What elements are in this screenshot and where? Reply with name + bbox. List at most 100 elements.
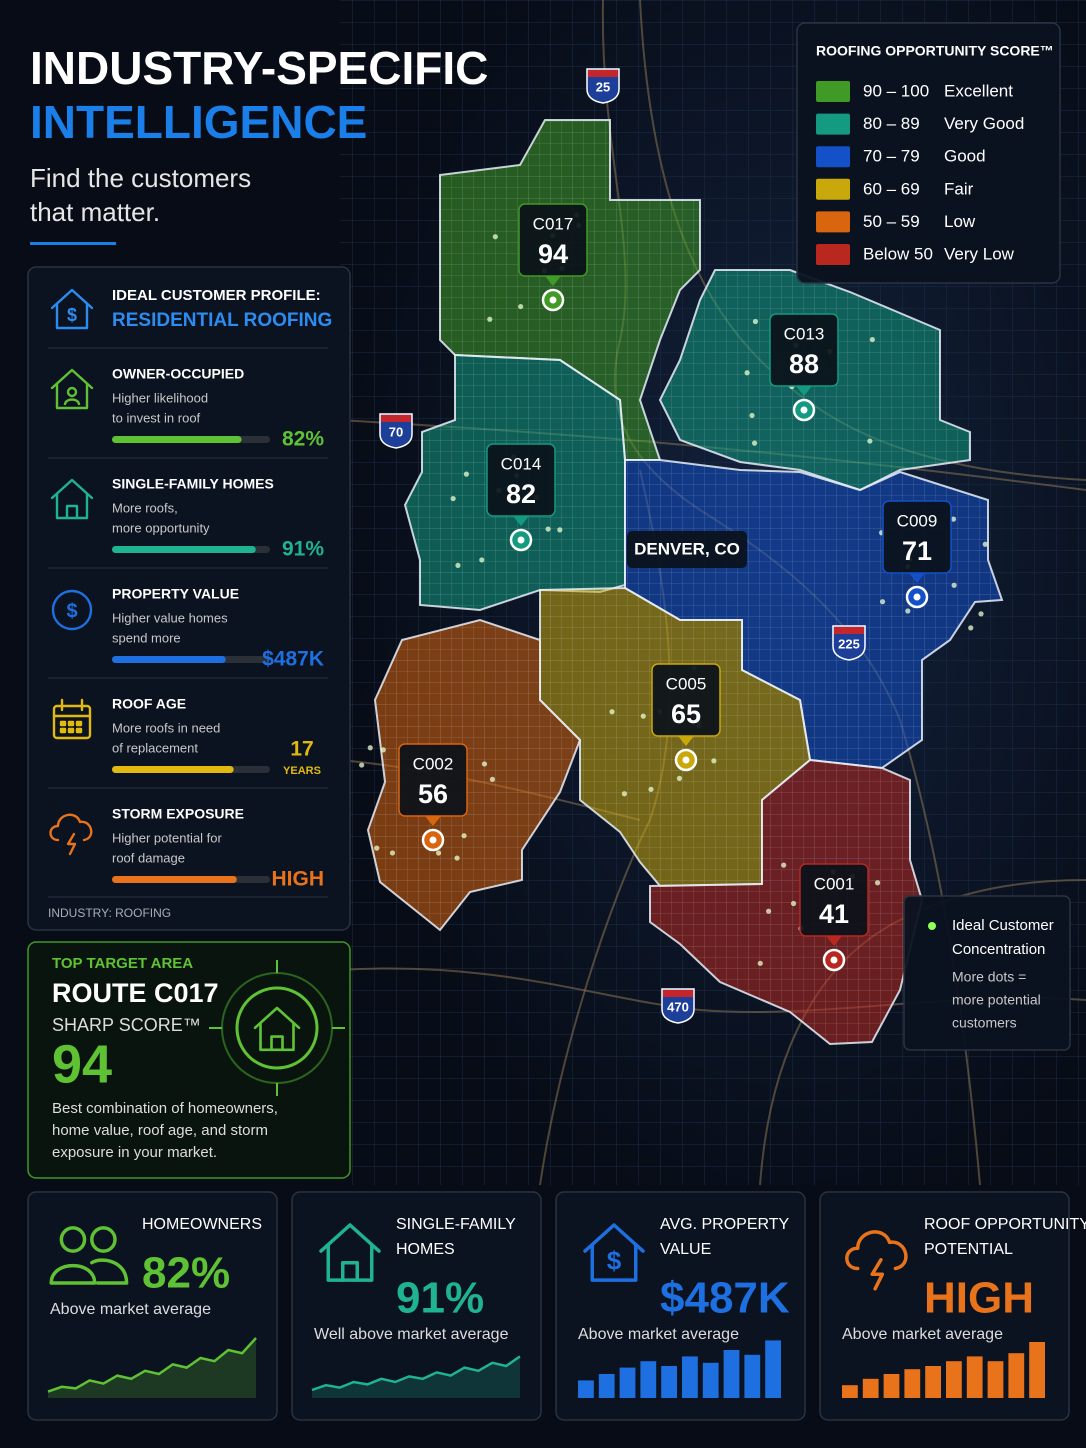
customer-dot [461,833,467,839]
region-score: 94 [538,239,568,269]
customer-dot [766,908,772,914]
stat-caption: Above market average [578,1326,739,1343]
item-description: Higher potential for [112,830,223,845]
region-score: 71 [902,536,932,566]
region-id: C005 [666,674,707,693]
region-pointer [678,736,694,746]
icon-stroke [55,492,89,520]
item-title: PROPERTY VALUE [112,586,239,602]
icon-stroke [326,1243,374,1282]
legend-swatch [816,146,850,168]
region-marker-core [830,956,838,964]
customer-dot [676,775,683,782]
legend-range: 60 – 69 [863,179,920,198]
icon-stroke [66,386,78,398]
icon-stroke [51,589,93,631]
legend-swatch [816,81,850,102]
region-id: C002 [413,754,454,773]
route-name: ROUTE C017 [52,978,219,1008]
item-description: of replacement [112,740,198,755]
customer-dot [545,526,551,532]
customer-dot [374,845,380,851]
trend-bar [744,1354,761,1398]
stat-value: HIGH [924,1274,1034,1323]
icon-glyph: $ [66,600,77,622]
icon-stroke [66,832,77,856]
region-marker-core [800,406,808,414]
item-title: SINGLE-FAMILY HOMES [112,476,274,492]
region-id: C017 [533,214,574,233]
icon-stroke [52,704,92,740]
divider [30,242,116,245]
region-streets [366,618,582,932]
icon [49,1226,129,1285]
subtitle: that matter. [30,197,160,227]
icon: $ [50,288,94,330]
item-value: HIGH [272,868,325,891]
highway-number: 25 [596,79,610,94]
icon-stroke [319,1223,381,1253]
stat-value: $487K [660,1274,790,1323]
highway-shield-top [588,70,618,77]
item-unit: YEARS [283,765,321,777]
highway-shield [832,625,866,661]
icon-stroke [341,1260,359,1282]
region-id: C014 [501,454,542,473]
trend-bar [640,1361,657,1398]
bar-fill [112,546,256,553]
icon [49,813,93,856]
stat-title: HOMES [396,1241,455,1258]
item-title: ROOF AGE [112,696,186,712]
stat-card [555,1191,806,1421]
legend-range: Below 50 [863,244,933,263]
legend-label: Very Good [944,114,1024,133]
customer-dot [711,758,717,764]
trend-bar [904,1369,921,1398]
customer-dot [640,713,646,719]
icon-stroke [253,1006,301,1030]
customer-dot [609,709,615,715]
icon-stroke [50,288,94,310]
icon-stroke [67,727,75,734]
top-target-label: TOP TARGET AREA [52,955,193,972]
icon-stroke [49,813,93,842]
title-highlight: INTELLIGENCE [30,96,367,148]
legend-label: Fair [944,179,974,198]
stat-value: 91% [396,1274,484,1323]
trend-bar [883,1374,900,1398]
customer-dot [389,850,396,856]
city-label: DENVER, CO [634,539,740,558]
icon-stroke [259,1022,295,1052]
top-target-description: exposure in your market. [52,1144,217,1161]
highway-shield [661,988,695,1024]
customer-dot [950,516,957,522]
top-target-card [27,941,351,1179]
bar-fill [112,656,226,663]
icon-stroke [55,302,89,330]
item-description: spend more [112,630,181,645]
highway-shield-top [834,627,864,634]
legend-label: Very Low [944,244,1015,263]
region-marker-core [682,756,690,764]
region-pointer [513,516,529,526]
trend-bar [966,1356,983,1398]
legend-range: 80 – 89 [863,114,920,133]
city-label-box [627,531,747,568]
customer-dot [435,850,442,856]
region-pointer [425,816,441,826]
legend-swatch [816,244,850,265]
customer-dot [455,562,461,569]
item-value: 82% [282,428,324,451]
top-target-description: Best combination of homeowners, [52,1100,278,1117]
region-id: C013 [784,324,825,343]
highway-shield-top [381,415,411,422]
customer-dot [757,960,763,966]
customer-dot [450,495,456,502]
target-ring [235,986,319,1070]
region-pointer [909,573,925,583]
stat-title: POTENTIAL [924,1241,1013,1258]
legend-range: 90 – 100 [863,81,929,100]
title: INDUSTRY-SPECIFIC [30,42,488,94]
customer-dot [463,471,470,477]
icon-stroke [59,727,67,734]
